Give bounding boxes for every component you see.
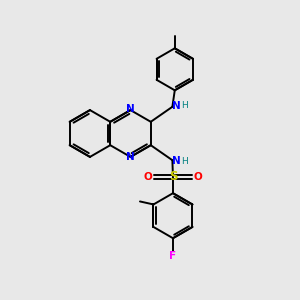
Text: N: N [172, 101, 181, 111]
Text: N: N [126, 152, 135, 163]
Text: N: N [172, 156, 181, 166]
Text: N: N [126, 104, 135, 115]
Text: O: O [144, 172, 153, 182]
Text: F: F [169, 251, 176, 261]
Text: H: H [182, 157, 188, 166]
Text: H: H [182, 101, 188, 110]
Text: S: S [169, 170, 177, 183]
Text: O: O [193, 172, 202, 182]
